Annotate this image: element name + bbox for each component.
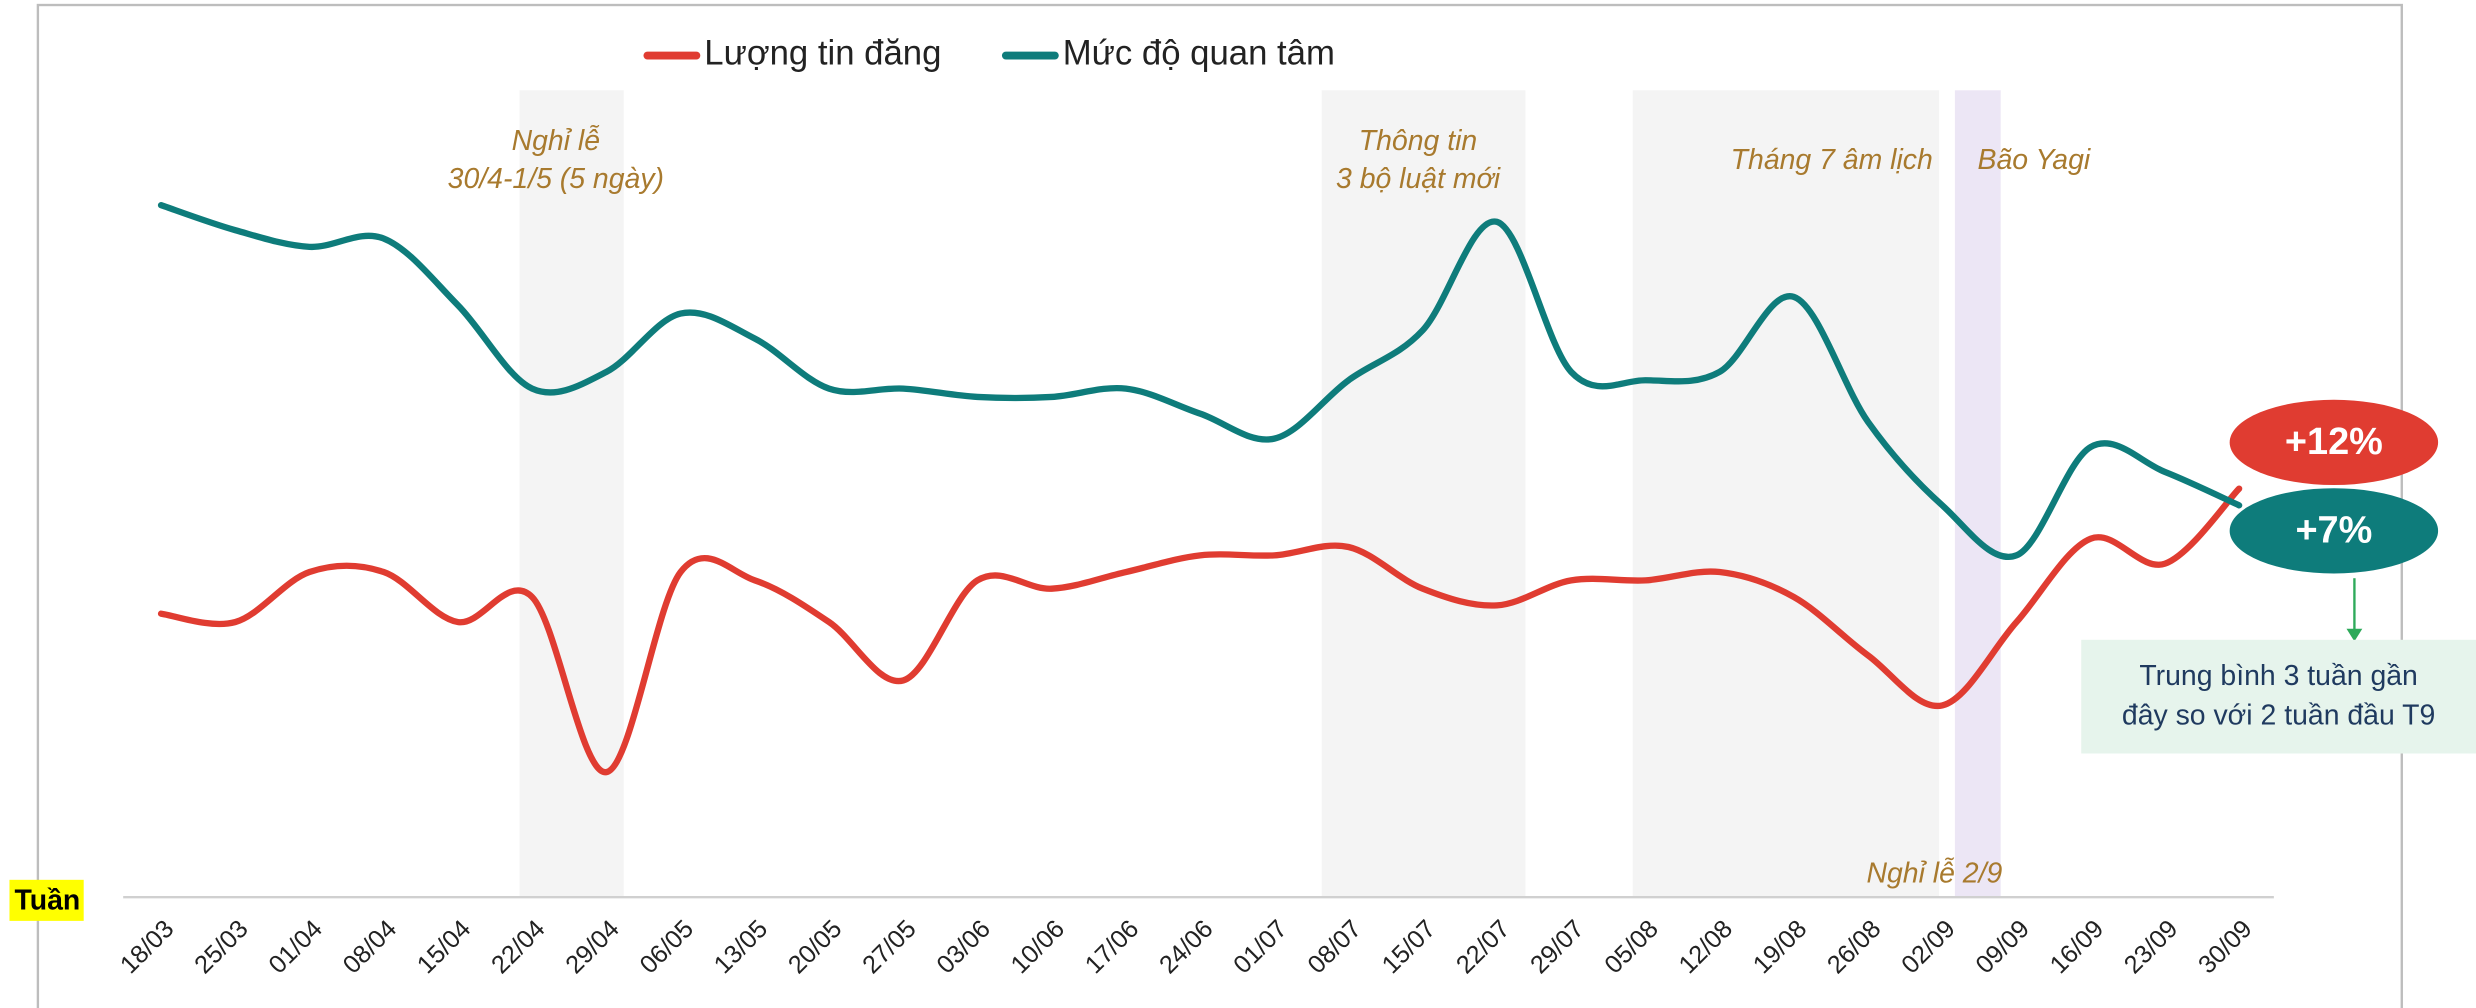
annotation: Bão Yagi [1978, 144, 2091, 176]
x-tick-label: 22/04 [486, 915, 550, 979]
note-text: đây so với 2 tuần đầu T9 [2122, 700, 2435, 732]
x-tick-label: 10/06 [1006, 915, 1070, 979]
highlight-band [519, 90, 624, 898]
x-tick-label: 02/09 [1896, 915, 1960, 979]
x-tick-label: 17/06 [1080, 915, 1144, 979]
annotation: Thông tin [1359, 125, 1477, 157]
callout-badge [2229, 399, 2439, 486]
note-box [2081, 639, 2476, 754]
annotation: Nghỉ lễ [512, 125, 601, 157]
annotation: Nghỉ lễ 2/9 [1866, 858, 2002, 890]
x-tick-label: 08/07 [1302, 915, 1366, 979]
x-tick-label: 01/07 [1228, 915, 1292, 979]
x-tick-label: 24/06 [1154, 915, 1218, 979]
annotation: 30/4-1/5 (5 ngày) [448, 163, 664, 195]
x-tick-label: 03/06 [931, 915, 995, 979]
x-tick-label: 20/05 [783, 915, 847, 979]
x-tick-label: 01/04 [263, 915, 327, 979]
x-tick-label: 16/09 [2045, 915, 2109, 979]
callout-label: +12% [2285, 421, 2383, 463]
x-tick-label: 05/08 [1599, 915, 1663, 979]
x-tick-label: 13/05 [709, 915, 773, 979]
x-tick-label: 26/08 [1822, 915, 1886, 979]
x-label-highlight [9, 879, 84, 921]
highlight-band [1632, 90, 1940, 898]
legend: Lượng tin đăng Mức độ quan tâm [643, 35, 1335, 73]
data-line [157, 485, 2243, 776]
arrow-head [2346, 628, 2363, 642]
x-tick-label: 25/03 [189, 915, 253, 979]
x-tick-label: 29/07 [1525, 915, 1589, 979]
x-tick-label: 23/09 [2119, 915, 2183, 979]
x-tick-label: 08/04 [338, 915, 402, 979]
x-tick-label: 27/05 [857, 915, 921, 979]
x-tick-label: 09/09 [1970, 915, 2034, 979]
x-tick-label: 19/08 [1748, 915, 1812, 979]
x-tick-label: 12/08 [1674, 915, 1738, 979]
x-axis-label: Tuần [14, 884, 80, 916]
annotation: 3 bộ luật mới [1336, 163, 1501, 195]
data-line [157, 202, 2243, 561]
note-text: Trung bình 3 tuần gần [2139, 660, 2418, 692]
legend-label: Mức độ quan tâm [1063, 35, 1335, 73]
x-tick-label: 06/05 [635, 915, 699, 979]
x-tick-label: 15/04 [412, 915, 476, 979]
callout-label: +7% [2295, 509, 2372, 551]
highlight-band [1954, 90, 2001, 898]
legend-label: Lượng tin đăng [704, 35, 941, 73]
x-tick-label: 30/09 [2193, 915, 2257, 979]
x-tick-label: 15/07 [1377, 915, 1441, 979]
x-tick-label: 18/03 [115, 915, 179, 979]
plot [157, 202, 2243, 776]
highlight-band [1321, 90, 1526, 898]
annotation: Tháng 7 âm lịch [1731, 144, 1933, 176]
x-tick-label: 29/04 [560, 915, 624, 979]
x-tick-label: 22/07 [1451, 915, 1515, 979]
callout-badge [2229, 488, 2439, 574]
